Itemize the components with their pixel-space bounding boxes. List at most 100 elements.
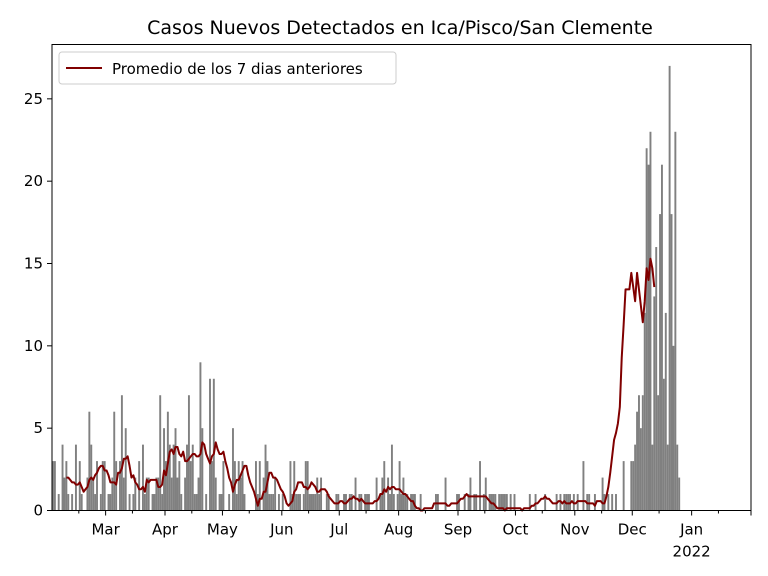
bar (272, 494, 275, 511)
bar (398, 461, 401, 511)
bar (119, 461, 121, 511)
bar (389, 494, 391, 511)
x-tick-label: Jan (679, 521, 703, 539)
bar (400, 494, 403, 511)
bar (544, 494, 547, 511)
bar (588, 494, 591, 511)
x-tick-year-label: 2022 (673, 543, 711, 561)
bar (255, 461, 257, 511)
bar (513, 494, 516, 511)
y-tick-label: 20 (24, 172, 43, 190)
bar (316, 477, 319, 511)
bar (601, 477, 604, 511)
bar (163, 428, 165, 511)
bar (676, 444, 679, 511)
bar (143, 494, 146, 511)
bar (638, 395, 640, 511)
bar (643, 312, 646, 511)
bar (52, 461, 54, 511)
bar (655, 247, 658, 511)
bar (469, 477, 472, 511)
bar (214, 477, 217, 511)
bar (99, 494, 102, 511)
bar (653, 296, 656, 511)
bar (367, 494, 370, 511)
x-tick-label: Sep (444, 521, 472, 539)
bar (122, 477, 125, 511)
bar (189, 461, 192, 511)
bar (86, 477, 89, 511)
bar (582, 461, 585, 511)
bar (463, 494, 466, 511)
bar (308, 494, 311, 511)
bar (115, 461, 118, 511)
rolling-average-line (66, 257, 656, 512)
bar (390, 444, 393, 511)
bar (444, 477, 447, 511)
bar (312, 494, 315, 511)
bar (318, 494, 321, 511)
bar (241, 461, 244, 511)
bar (228, 494, 231, 511)
bar (218, 494, 221, 511)
bar (651, 444, 654, 511)
bar (199, 362, 202, 511)
bar (630, 461, 633, 511)
bar (164, 461, 167, 511)
bar (237, 461, 240, 511)
bar (145, 477, 148, 511)
bar (484, 477, 487, 511)
bar (71, 494, 74, 511)
x-tick-label: Apr (152, 521, 179, 539)
bar (482, 494, 485, 511)
bar (235, 494, 238, 511)
x-axis: Mar Apr May Jun Jul Aug Sep Oct Nov Dec Jan 2022 (78, 510, 752, 561)
bar (168, 444, 171, 511)
bar (157, 477, 160, 511)
bar (503, 494, 506, 511)
x-tick-label: Dec (618, 521, 647, 539)
bar (649, 131, 652, 511)
x-tick-label: May (207, 521, 238, 539)
bar (197, 477, 200, 511)
bar (659, 214, 661, 511)
bar (222, 461, 225, 511)
bar (277, 494, 280, 511)
bar (243, 494, 246, 511)
bar (611, 494, 614, 511)
x-tick-label: Nov (560, 521, 589, 539)
y-axis: 0 5 10 15 20 25 (24, 90, 52, 520)
bar (132, 494, 135, 511)
bar (111, 477, 114, 511)
bar (306, 461, 309, 511)
bar (360, 494, 363, 511)
bar (404, 494, 407, 511)
y-tick-label: 10 (24, 337, 43, 355)
bar (153, 494, 156, 511)
bar (142, 444, 144, 511)
bar (664, 312, 667, 511)
bar (195, 494, 198, 511)
bar (88, 411, 91, 511)
bar (396, 494, 399, 511)
bar (232, 428, 234, 511)
bar (567, 494, 570, 511)
bar (268, 494, 271, 511)
bar (186, 444, 188, 511)
plot-frame (51, 44, 752, 511)
bar (53, 461, 56, 511)
bar (96, 461, 98, 511)
bar (78, 461, 81, 511)
bar (124, 428, 127, 511)
bar (65, 461, 68, 511)
bar (473, 494, 476, 511)
bar (151, 494, 154, 511)
chart-title: Casos Nuevos Detectados en Ica/Pisco/San… (147, 17, 653, 39)
bar (63, 477, 66, 511)
bar (193, 494, 196, 511)
bar (314, 494, 317, 511)
bar (155, 477, 158, 511)
bar (668, 65, 671, 511)
bar (147, 477, 150, 511)
bar (57, 494, 60, 511)
